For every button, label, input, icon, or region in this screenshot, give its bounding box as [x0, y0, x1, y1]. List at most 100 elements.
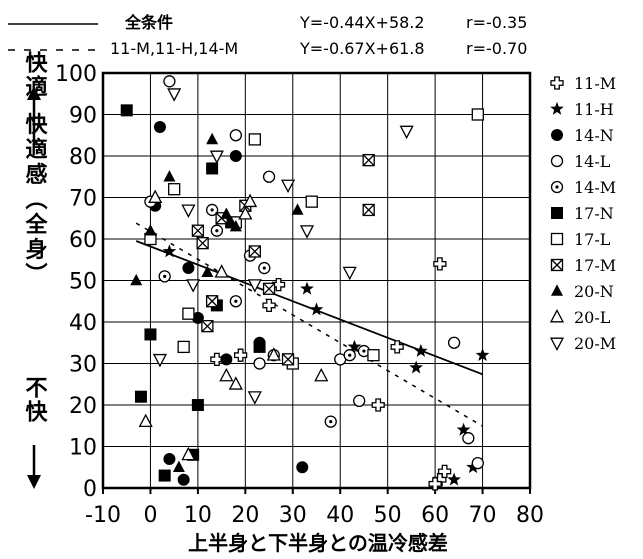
point-17-L	[182, 307, 195, 320]
point-14-M	[258, 261, 271, 275]
point-14-L	[262, 170, 276, 183]
point-20-M	[152, 353, 168, 368]
point-20-L	[243, 193, 258, 208]
point-20-L	[181, 446, 196, 461]
point-14-M	[210, 224, 224, 237]
legend-marker-20-L	[549, 309, 565, 323]
point-14-N	[153, 120, 166, 133]
legend-marker-17-M	[550, 258, 564, 272]
point-20-M	[247, 279, 262, 293]
grid	[103, 73, 530, 488]
point-14-M	[158, 270, 171, 283]
point-20-N	[172, 460, 185, 473]
point-11-H	[300, 281, 314, 295]
legend-label: 20-N	[574, 282, 614, 301]
point-11-M	[371, 398, 385, 412]
y-arrow-up-head	[27, 86, 41, 100]
point-14-N	[177, 473, 190, 486]
legend-label: 17-L	[574, 230, 611, 249]
point-20-M	[209, 150, 224, 164]
legend-marker-11-M	[550, 76, 564, 90]
point-17-M	[362, 153, 375, 167]
legend-marker-20-M	[549, 337, 565, 351]
y-tick-label: 70	[69, 187, 97, 212]
point-17-N	[144, 328, 157, 341]
legend-label: 17-M	[574, 256, 616, 275]
legend-label: 14-L	[574, 152, 611, 171]
legend-marker-20-N	[551, 284, 563, 296]
point-11-M	[210, 352, 224, 367]
point-14-N	[229, 150, 242, 162]
point-20-L	[266, 347, 281, 361]
y-axis-label: 快適 快適感（全身） 不快	[22, 51, 49, 489]
point-14-L	[471, 456, 484, 470]
point-20-N	[144, 224, 157, 236]
legend-label: 20-M	[574, 334, 616, 353]
point-14-N	[296, 461, 309, 474]
x-tick-label: 60	[421, 503, 449, 528]
point-11-M	[433, 257, 447, 271]
legend-label: 20-L	[574, 308, 611, 327]
point-20-M	[399, 125, 414, 140]
legend-label: 11-H	[574, 100, 614, 119]
x-tick-label: 30	[279, 503, 307, 528]
regression-lines	[135, 222, 483, 427]
y-label-main: 快適感（全身）	[22, 113, 49, 288]
regression-1-equation: Y=-0.44X+58.2	[299, 13, 425, 32]
point-11-M	[437, 464, 452, 479]
point-20-M	[247, 391, 262, 405]
regression-header: 全条件 Y=-0.44X+58.2 r=-0.35 11-M,11-H,14-M…	[8, 13, 527, 58]
x-tick-label: 50	[374, 503, 402, 528]
point-20-N	[220, 207, 233, 219]
legend-marker-14-M	[550, 180, 564, 194]
point-11-M	[233, 348, 248, 362]
point-20-L	[148, 189, 163, 203]
legend-marker-11-H	[550, 101, 564, 115]
point-20-L	[238, 206, 253, 220]
x-tick-label: 20	[231, 503, 259, 528]
point-20-N	[291, 203, 304, 215]
x-axis: -10 0 10 20 30 40 50 60 70 80	[85, 488, 544, 528]
point-20-N	[201, 265, 214, 277]
point-20-M	[342, 266, 357, 281]
point-17-N	[158, 469, 171, 482]
point-17-M	[196, 236, 209, 250]
point-11-M	[262, 298, 276, 313]
legend-label: 17-N	[574, 204, 614, 223]
regression-line-2	[135, 222, 483, 427]
y-tick-label: 0	[83, 477, 97, 502]
point-17-L	[471, 108, 484, 121]
point-20-M	[299, 225, 315, 239]
point-20-M	[280, 179, 296, 194]
y-tick-label: 100	[55, 62, 97, 87]
regression-line-1	[135, 240, 483, 376]
regression-2-equation: Y=-0.67X+61.8	[299, 39, 425, 58]
point-17-M	[248, 245, 261, 258]
y-tick-label: 90	[69, 104, 97, 129]
legend-label: 14-M	[574, 178, 616, 197]
x-tick-label: 70	[469, 503, 497, 528]
point-14-L	[462, 432, 475, 445]
y-tick-label: 80	[69, 145, 97, 170]
point-14-N	[182, 262, 195, 275]
y-tick-label: 20	[69, 394, 97, 419]
point-20-N	[130, 273, 143, 286]
point-11-M	[390, 340, 404, 354]
point-11-H	[309, 302, 324, 316]
point-14-N	[220, 353, 233, 366]
point-11-H	[162, 244, 177, 258]
legend-marker-17-L	[550, 232, 564, 246]
point-17-M	[362, 203, 375, 217]
point-11-H	[414, 343, 428, 357]
point-17-N	[191, 399, 204, 411]
point-17-N	[206, 162, 219, 175]
point-20-N	[229, 219, 242, 232]
y-axis: 0 10 20 30 40 50 60 70 80 90 100	[55, 62, 97, 502]
data-points	[120, 75, 490, 491]
x-tick-label: 10	[184, 503, 212, 528]
point-14-M	[343, 349, 356, 362]
point-14-L	[229, 129, 242, 142]
point-17-M	[191, 224, 205, 237]
y-tick-label: 40	[69, 311, 97, 336]
point-20-M	[186, 279, 201, 293]
